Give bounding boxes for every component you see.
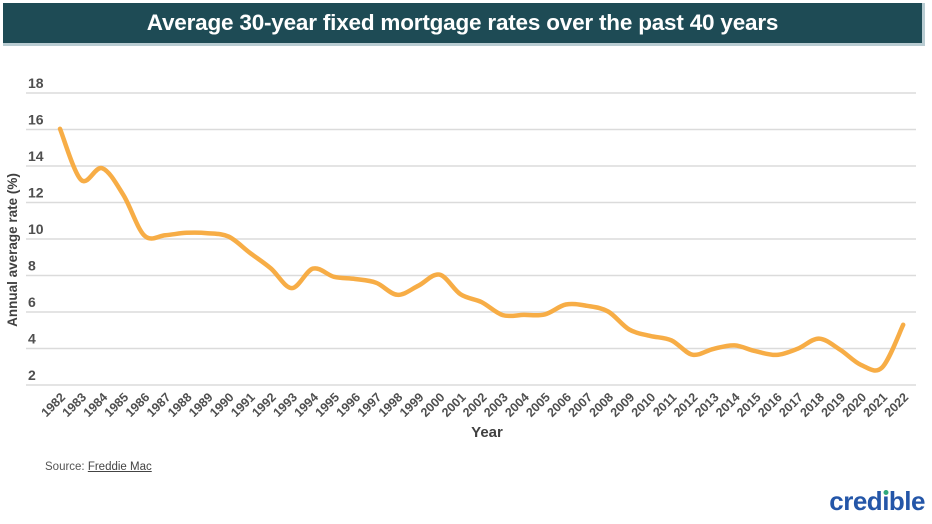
y-tick-label: 6 (28, 294, 36, 310)
source-prefix: Source: (45, 461, 88, 473)
y-tick-label: 4 (28, 331, 36, 347)
page-title: Average 30-year fixed mortgage rates ove… (146, 10, 779, 35)
logo-letter-i: ı (882, 486, 889, 516)
chart-title-bar: Average 30-year fixed mortgage rates ove… (3, 3, 925, 46)
logo-i-dot-icon (883, 489, 889, 495)
y-tick-label: 16 (28, 112, 44, 128)
x-axis-title: Year (471, 424, 503, 441)
logo-text-post: ble (888, 486, 926, 516)
y-tick-label: 14 (28, 148, 44, 164)
y-tick-label: 12 (28, 185, 44, 201)
mortgage-rate-line (57, 126, 906, 373)
y-tick-label: 8 (28, 258, 36, 274)
x-tick-label: 2022 (882, 390, 912, 420)
y-axis-title: Annual average rate (%) (5, 173, 20, 327)
y-tick-label: 10 (28, 221, 44, 237)
credible-logo: credı ble (829, 486, 925, 517)
y-tick-label: 2 (28, 367, 36, 383)
source-attribution: Source: Freddie Mac (45, 461, 152, 473)
logo-text-pre: cred (829, 486, 883, 516)
y-tick-label: 18 (28, 75, 44, 91)
source-link-freddie-mac[interactable]: Freddie Mac (87, 461, 152, 473)
